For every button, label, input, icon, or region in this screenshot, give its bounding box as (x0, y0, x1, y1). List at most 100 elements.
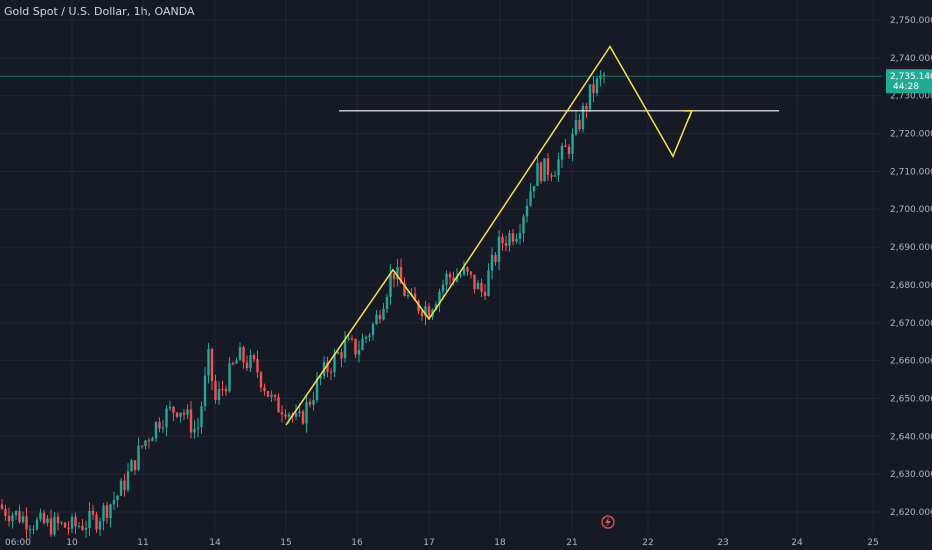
x-tick-label: 11 (137, 538, 148, 548)
candle (536, 156, 539, 187)
candle (235, 357, 238, 364)
candle (140, 445, 144, 449)
candle (249, 349, 252, 372)
candle (231, 361, 235, 366)
candle (469, 270, 473, 279)
candle (172, 406, 175, 422)
candle (105, 502, 109, 524)
candle (238, 342, 242, 361)
candle (7, 507, 11, 527)
candle (546, 152, 550, 181)
candle (158, 417, 161, 433)
x-tick-label: 14 (209, 538, 221, 548)
chart-title: Gold Spot / U.S. Dollar, 1h, OANDA (4, 5, 195, 18)
candle (595, 76, 599, 97)
candle (147, 437, 151, 449)
candle (350, 335, 354, 342)
y-tick-label: 2,620.000 (890, 508, 932, 518)
candle (455, 267, 459, 283)
price-badge-bg (886, 69, 932, 94)
candle (305, 396, 308, 433)
lightning-icon[interactable] (601, 515, 615, 529)
candle (308, 398, 312, 408)
candle (49, 509, 53, 537)
candle (186, 404, 189, 419)
candle (382, 303, 385, 321)
candle (193, 420, 196, 439)
candle (256, 350, 259, 378)
candle (18, 504, 21, 524)
y-tick-label: 2,660.000 (890, 357, 932, 367)
candle (154, 421, 158, 442)
candle (63, 521, 67, 528)
x-tick-label: 24 (791, 538, 803, 548)
candle (403, 277, 406, 297)
candle (368, 332, 371, 342)
candle (354, 338, 357, 358)
y-tick-label: 2,630.000 (890, 470, 932, 480)
x-tick-label: 15 (280, 538, 291, 548)
candle (179, 412, 182, 423)
candle (203, 366, 207, 412)
candle (413, 287, 417, 301)
candle (91, 504, 95, 521)
price-badge: 2,735.140 44:28 (886, 69, 932, 94)
candle (224, 385, 228, 396)
candle (420, 308, 424, 321)
candle (588, 84, 592, 113)
candle (522, 214, 525, 243)
candle (301, 409, 305, 425)
candle (371, 322, 375, 341)
y-tick-label: 2,700.000 (890, 205, 932, 215)
x-axis: 06:00 10 11 14 15 16 17 18 21 22 23 24 25 (5, 538, 879, 548)
candle (378, 310, 382, 324)
candle (28, 524, 32, 539)
candle (217, 381, 221, 405)
candle (448, 271, 452, 285)
candle (46, 515, 49, 527)
candle (473, 274, 476, 294)
candle (466, 266, 469, 276)
candle (263, 383, 266, 396)
candle (175, 412, 179, 419)
candle (60, 521, 63, 526)
candle (200, 401, 203, 434)
candle (39, 508, 42, 522)
candle (228, 357, 231, 393)
y-axis: 2,620.000 2,630.000 2,640.000 2,650.000 2,66… (890, 16, 932, 518)
x-tick-label: 18 (494, 538, 506, 548)
candle (343, 331, 347, 363)
candle (602, 72, 606, 84)
candle (77, 521, 81, 529)
candle (406, 291, 410, 299)
candle (21, 511, 25, 524)
candle (389, 264, 392, 306)
candle (315, 371, 319, 403)
y-tick-label: 2,730.000 (890, 92, 932, 102)
candle (329, 368, 333, 380)
candle (539, 160, 543, 185)
candle (88, 502, 91, 537)
candle (210, 348, 214, 391)
candle (494, 252, 497, 266)
candle (462, 260, 466, 277)
candle (396, 259, 399, 287)
zigzag-annotation[interactable] (285, 45, 693, 426)
candle (95, 511, 98, 533)
candle (252, 353, 256, 363)
x-tick-label: 22 (642, 538, 653, 548)
candle (357, 340, 361, 363)
candle (56, 512, 60, 531)
candle (11, 512, 14, 529)
candle (74, 512, 77, 535)
candle (81, 518, 84, 532)
candle (196, 418, 200, 438)
candle (557, 152, 560, 182)
candle (109, 503, 112, 528)
candle (532, 185, 536, 199)
candle (112, 491, 116, 510)
y-tick-label: 2,680.000 (890, 281, 932, 291)
candle (529, 183, 532, 207)
candle (525, 198, 529, 223)
